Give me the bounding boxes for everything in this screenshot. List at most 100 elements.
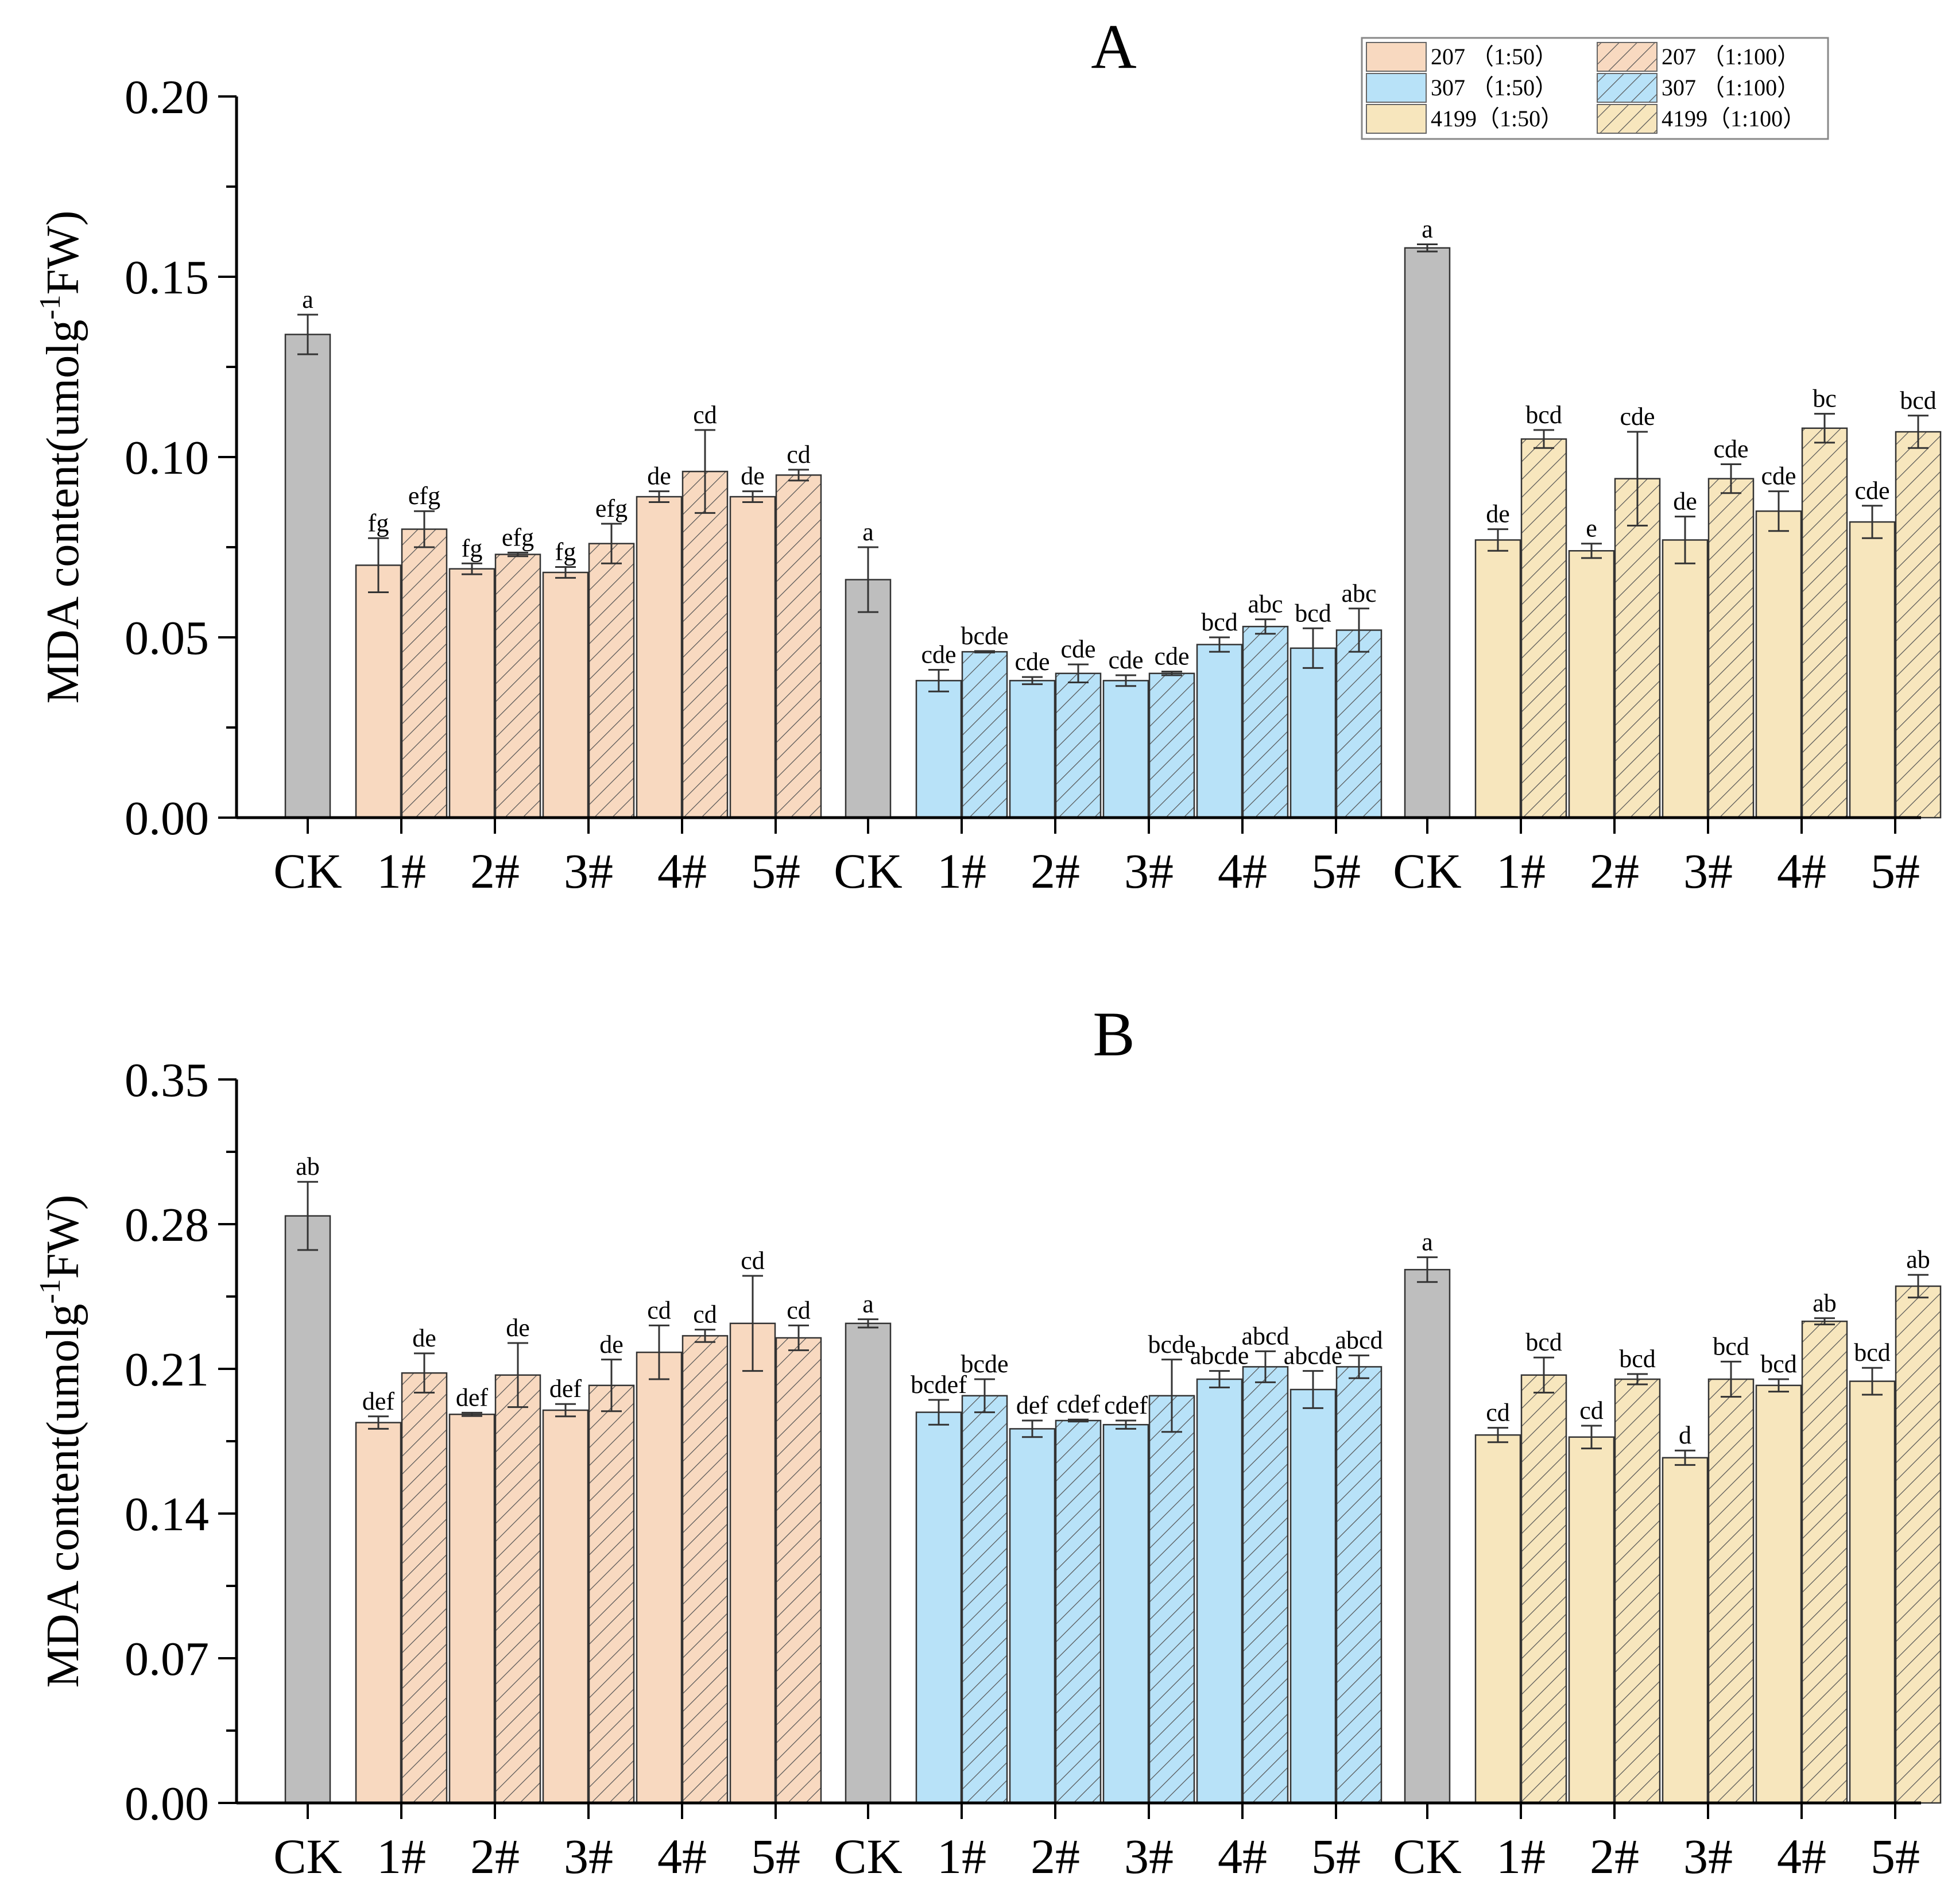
bar-207-1-100 [494,554,541,819]
bar-207-1-50 [636,1351,683,1804]
bar-307-1-100 [1055,672,1102,819]
bar-307-1-50 [1102,680,1149,819]
significance-label: fg [555,538,576,566]
panel-b: B MDA content(umolg-1FW) 0.00 0.07 0.14 0.21 0… [34,999,1942,1884]
bar-207-1-100 [588,1384,635,1804]
significance-label: e [1586,514,1597,543]
x-tick-label: 2# [1031,1829,1080,1884]
error-bar [742,490,763,503]
error-bar [1533,1356,1554,1394]
significance-label: efg [502,523,534,551]
error-bar [368,1415,389,1430]
significance-label: cd [1486,1399,1510,1427]
y-tick-label: 0.15 [125,251,209,304]
significance-label: cde [1620,403,1655,431]
significance-label: bcd [1525,1328,1562,1356]
significance-label: cd [1579,1396,1604,1425]
bar-207-1-50 [448,1413,495,1804]
bar-4199-1-100 [1707,478,1755,819]
bar-307-1-50 [1009,680,1056,819]
bar-307-1-100 [1242,1366,1289,1804]
error-bar [1908,415,1928,449]
error-bar [974,1378,995,1414]
error-bar [1675,1449,1695,1466]
error-bar [1768,1378,1789,1393]
legend-label: 4199（1:50） [1431,106,1563,131]
x-tick-label: 2# [470,1829,520,1884]
significance-label: de [1673,487,1697,516]
bar-207-1-100 [681,470,729,819]
x-tick-label: 5# [1311,1829,1361,1884]
x-tick-label: CK [273,843,342,899]
significance-label: cdef [1056,1390,1100,1418]
bar-4199-1-50 [1755,1384,1802,1804]
error-bar [1116,1419,1136,1430]
y-tick-label: 0.20 [125,71,209,124]
bar-207-1-100 [588,543,635,819]
error-bar [508,551,528,558]
bar-207-1-50 [729,496,776,819]
error-bar [1675,516,1695,564]
bar-207-1-100 [681,1335,729,1804]
significance-label: def [362,1387,395,1415]
significance-label: abc [1248,590,1283,618]
x-tick-label: 5# [1871,843,1920,899]
bar-4199-1-50 [1474,539,1521,819]
bar-ck [1404,247,1451,819]
x-tick-label: CK [834,1829,902,1884]
bar-207-1-50 [636,496,683,819]
bar-307-1-50 [1102,1423,1149,1804]
legend-swatch [1597,42,1658,72]
error-bar [695,1329,715,1343]
panel-a: A MDA content(umolg-1FW) 0.00 0.05 0.10 0.15 0… [34,11,1942,899]
significance-label: cd [647,1296,671,1324]
x-tick-label: 1# [1496,843,1546,899]
significance-label: ab [296,1152,320,1181]
panel-title: B [1093,999,1134,1069]
significance-label: def [549,1375,582,1403]
x-tick-label: 3# [564,1829,613,1884]
error-bar [368,537,389,593]
error-bar [788,469,809,482]
significance-label: bcde [961,1350,1008,1378]
bar-307-1-100 [1335,1366,1383,1804]
legend: 207 （1:50） 207 （1:100） 307 （1:50） 307 （1:10… [1361,37,1829,140]
x-tick-label: 5# [751,843,800,899]
y-tick-label: 0.00 [125,1777,209,1831]
x-tick-label: 4# [657,1829,707,1884]
bar-307-1-100 [961,651,1008,819]
significance-label: cde [1108,646,1143,674]
significance-label: cdef [1104,1391,1148,1419]
legend-box [1361,37,1829,140]
error-bar [1255,1350,1276,1383]
legend-swatch [1366,104,1427,134]
error-bar [414,510,435,548]
bar-ck [284,334,331,819]
error-bar [858,546,878,613]
error-bar [297,314,318,355]
x-tick-label: 4# [1777,1829,1826,1884]
error-bar [1862,1367,1883,1396]
bar-4199-1-100 [1801,1320,1848,1804]
legend-label: 207 （1:50） [1431,44,1558,69]
bar-307-1-50 [1196,644,1243,819]
error-bar [1255,618,1276,635]
significance-label: cde [1761,462,1796,490]
significance-label: cd [787,1296,811,1324]
error-bar [462,562,482,575]
error-bar [742,1275,763,1372]
bar-307-1-50 [1009,1428,1056,1804]
significance-label: a [302,285,313,314]
error-bar [1768,490,1789,532]
x-tick-label: CK [1393,1829,1461,1884]
y-axis-label: MDA content(umolg-1FW) [34,211,88,704]
x-tick-label: 4# [1777,843,1826,899]
bar-307-1-100 [1335,629,1383,819]
error-bar [1161,1359,1182,1433]
y-tick-label: 0.28 [125,1198,209,1252]
significance-label: cd [693,401,717,429]
error-bar [1627,431,1648,527]
x-tick-label: 5# [751,1829,800,1884]
significance-label: a [862,518,874,546]
error-bar [508,1342,528,1408]
